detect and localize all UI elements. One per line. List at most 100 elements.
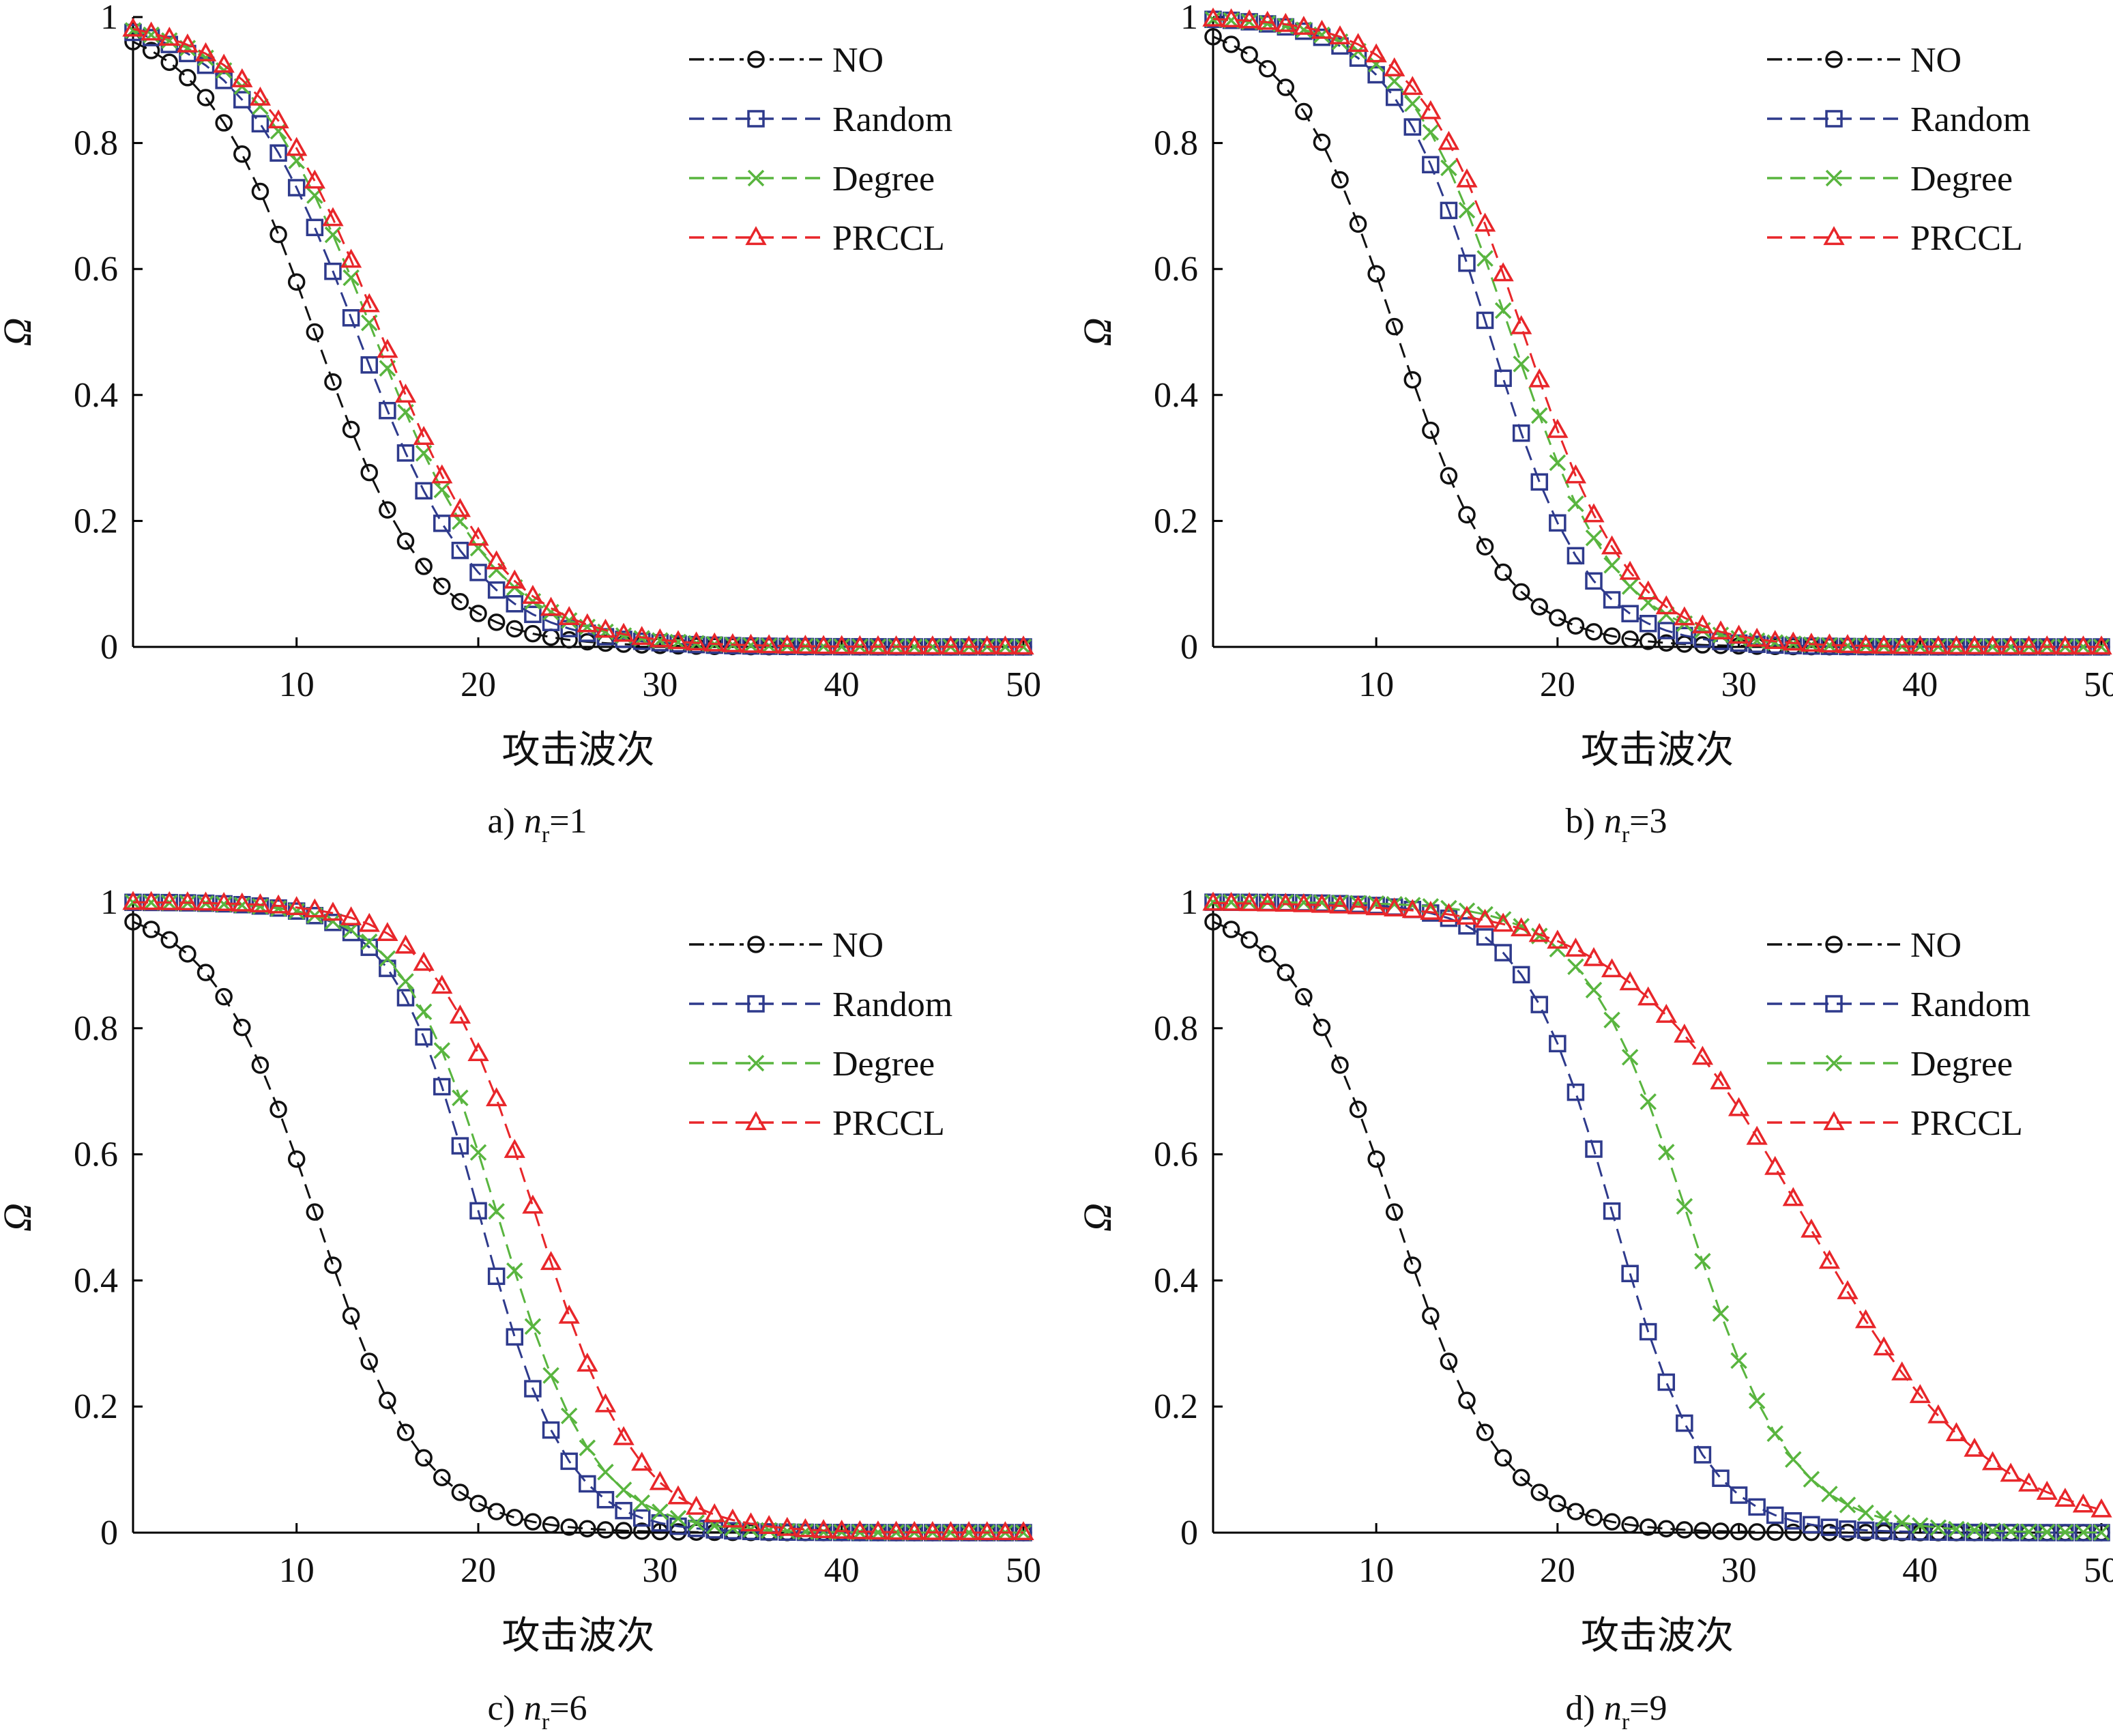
data-point	[1202, 891, 1224, 911]
data-point	[286, 136, 308, 156]
data-point	[1981, 635, 2004, 654]
data-point	[1676, 626, 1693, 645]
data-point	[1825, 110, 1843, 128]
data-point	[597, 1464, 614, 1481]
data-point	[1712, 1469, 1730, 1488]
data-point	[1474, 212, 1496, 232]
data-point	[142, 42, 160, 59]
data-point	[394, 934, 417, 954]
data-point	[994, 635, 1017, 655]
x-tick-label: 40	[824, 665, 860, 704]
data-point	[287, 1150, 306, 1168]
data-point	[1440, 201, 1458, 220]
data-point	[1837, 1280, 1859, 1299]
y-tick-label: 0.6	[74, 1135, 118, 1174]
chart-panel-1: 10 20 30 40 50 0 0.2 0.4 0.6 0.8 1 攻击波次 Ωa) nr=1 NO Ra…	[0, 0, 1041, 848]
data-point	[433, 1042, 450, 1059]
data-point	[306, 323, 324, 341]
data-point	[2039, 1523, 2056, 1541]
data-point	[215, 987, 233, 1006]
data-point	[1603, 557, 1620, 574]
data-point	[360, 463, 378, 482]
data-point	[1528, 923, 1550, 942]
data-point	[1875, 1510, 1893, 1527]
data-point	[1603, 627, 1621, 645]
data-point	[504, 569, 525, 589]
data-point	[1657, 1520, 1676, 1537]
data-point	[939, 1520, 962, 1540]
data-point	[1438, 903, 1460, 923]
data-point	[649, 628, 671, 648]
data-point	[1494, 302, 1512, 319]
data-point	[394, 384, 417, 403]
data-point	[1313, 894, 1330, 912]
data-point	[1204, 893, 1222, 911]
data-point	[685, 631, 708, 651]
series-prccl	[1202, 7, 2112, 655]
y-tick-label: 0.8	[74, 124, 118, 163]
data-point	[615, 1522, 632, 1539]
data-point	[1640, 1093, 1657, 1110]
data-point	[1492, 912, 1514, 932]
data-point	[1621, 1516, 1639, 1534]
data-point	[633, 1494, 650, 1511]
data-point	[1710, 1070, 1732, 1090]
data-point	[1857, 1504, 1874, 1522]
legend-label: NO	[1910, 926, 1962, 965]
data-point	[379, 1391, 396, 1409]
y-tick-label: 1	[100, 0, 118, 37]
data-point	[1966, 1522, 1983, 1539]
data-point	[213, 53, 235, 73]
data-point	[1619, 560, 1641, 580]
data-point	[469, 540, 487, 557]
data-point	[1458, 506, 1476, 524]
data-point	[1295, 987, 1313, 1006]
data-point	[1456, 168, 1478, 188]
data-point	[1494, 944, 1512, 961]
data-point	[213, 892, 235, 911]
data-point	[1728, 1097, 1750, 1116]
data-point	[2054, 1488, 2076, 1507]
data-point	[343, 269, 360, 287]
data-point	[487, 613, 506, 631]
data-point	[615, 1481, 632, 1499]
data-point	[1801, 1218, 1822, 1238]
data-point	[1401, 76, 1423, 96]
data-point	[340, 906, 362, 926]
data-point	[1528, 368, 1550, 388]
data-point	[233, 91, 251, 108]
data-point	[1293, 16, 1315, 35]
data-point	[687, 635, 705, 654]
data-point	[1240, 46, 1258, 64]
data-point	[322, 207, 344, 227]
data-point	[158, 27, 180, 46]
series-prccl	[122, 17, 1034, 655]
data-point	[1674, 606, 1695, 626]
y-tick-label: 0.8	[74, 1009, 118, 1048]
data-point	[487, 581, 506, 599]
data-point	[669, 1509, 687, 1527]
data-point	[160, 931, 179, 949]
data-point	[179, 69, 196, 87]
data-point	[596, 1490, 615, 1509]
data-point	[1012, 635, 1034, 655]
data-point	[1710, 620, 1732, 639]
caption-sub: r	[1622, 1709, 1630, 1735]
data-point	[415, 558, 433, 575]
data-point	[324, 912, 342, 930]
data-point	[867, 1520, 889, 1540]
y-tick-label: 1	[1180, 0, 1198, 37]
data-point	[1492, 262, 1514, 282]
data-point	[1639, 614, 1657, 633]
data-point	[1945, 1422, 1968, 1441]
data-point	[249, 893, 272, 912]
data-point	[1549, 1494, 1566, 1513]
x-tick-label: 30	[1721, 1551, 1757, 1590]
data-point	[1964, 635, 1985, 654]
data-point	[324, 373, 342, 391]
data-point	[1547, 929, 1569, 949]
data-point	[1313, 133, 1331, 151]
y-tick-label: 1	[100, 883, 118, 922]
data-point	[160, 53, 179, 71]
